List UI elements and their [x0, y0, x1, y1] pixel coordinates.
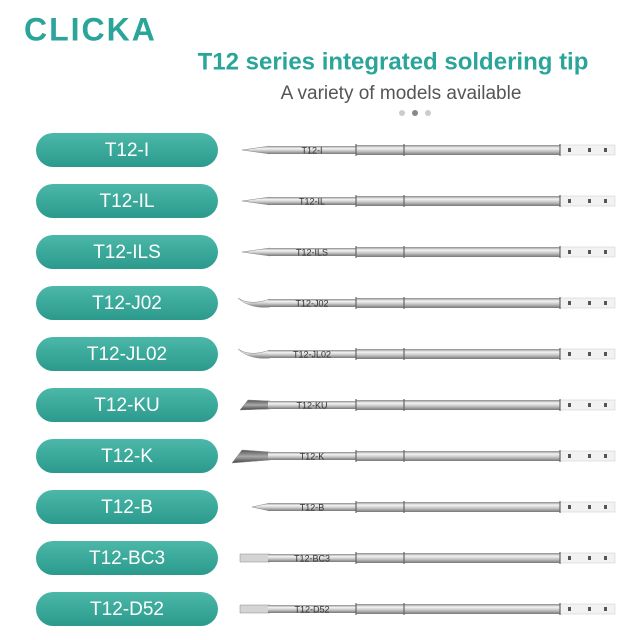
tip-point: [237, 297, 271, 308]
tip-contact: [588, 607, 591, 611]
model-pill: [36, 388, 218, 422]
tip-contact: [568, 607, 571, 611]
model-pill: [36, 286, 218, 320]
tip-print: T12-BC3: [294, 553, 330, 563]
tip-shaft: [268, 554, 358, 562]
model-label: T12-JL02: [87, 344, 167, 365]
tip-contact: [588, 199, 591, 203]
tip-point: [237, 348, 271, 359]
tip-point: [239, 553, 271, 563]
tip-print: T12-K: [300, 451, 325, 461]
tip-print: T12-ILS: [296, 247, 328, 257]
tip-list: T12-I T12-I T12-IL T12-IL T12-ILS T12-ILS T12-…: [36, 133, 616, 626]
tip-contact: [568, 148, 571, 152]
tip-shaft: [268, 350, 358, 358]
tip-shaft: [268, 605, 358, 613]
tip-print: T12-B: [300, 502, 325, 512]
tip-contact: [588, 352, 591, 356]
tip-contact: [568, 199, 571, 203]
tip-body: [356, 196, 562, 206]
tip-body: [356, 451, 562, 461]
tip-contact: [604, 199, 607, 203]
model-pill: [36, 439, 218, 473]
model-pill: [36, 133, 218, 167]
tip-contact: [604, 301, 607, 305]
tip-body: [356, 400, 562, 410]
tip-body: [356, 298, 562, 308]
tip-point: [231, 449, 271, 464]
tip-shaft: [268, 248, 358, 256]
tip-contact: [588, 403, 591, 407]
model-label: T12-KU: [94, 395, 159, 416]
tip-contact: [588, 250, 591, 254]
model-label: T12-BC3: [89, 548, 165, 569]
tip-point: [241, 247, 271, 257]
tip-body: [356, 247, 562, 257]
tip-contact: [604, 250, 607, 254]
tip-point: [241, 196, 271, 206]
tip-contact: [568, 301, 571, 305]
title: T12 series integrated soldering tip: [198, 48, 589, 75]
tip-contact: [568, 556, 571, 560]
model-label: T12-IL: [100, 191, 155, 212]
tip-contact: [588, 148, 591, 152]
tip-shaft: [268, 503, 358, 511]
tip-body: [356, 502, 562, 512]
tip-point: [239, 399, 271, 411]
tip-body: [356, 553, 562, 563]
tip-contact: [588, 556, 591, 560]
tip-point: [239, 604, 271, 614]
tip-contact: [604, 352, 607, 356]
tip-shaft: [268, 299, 358, 307]
tip-contact: [604, 505, 607, 509]
tip-contact: [604, 607, 607, 611]
tip-contact: [604, 556, 607, 560]
tip-body: [356, 604, 562, 614]
model-label: T12-B: [101, 497, 153, 518]
model-pill: [36, 235, 218, 269]
tip-contact: [588, 505, 591, 509]
tip-print: T12-I: [301, 145, 322, 155]
tip-contact: [604, 454, 607, 458]
tip-contact: [604, 148, 607, 152]
page-dot: [399, 110, 405, 116]
page-dot: [425, 110, 431, 116]
model-pill: [36, 541, 218, 575]
tip-print: T12-KU: [296, 400, 327, 410]
model-pill: [36, 184, 218, 218]
brand-logo: CLICKA: [24, 11, 157, 47]
tip-contact: [568, 403, 571, 407]
tip-print: T12-JL02: [293, 349, 331, 359]
model-label: T12-K: [101, 446, 153, 467]
model-pill: [36, 592, 218, 626]
model-label: T12-J02: [92, 293, 162, 314]
page-dot: [412, 110, 418, 116]
model-label: T12-ILS: [93, 242, 161, 263]
tip-contact: [588, 454, 591, 458]
tip-point: [241, 145, 271, 155]
tip-shaft: [268, 401, 358, 409]
tip-print: T12-IL: [299, 196, 325, 206]
tip-contact: [568, 454, 571, 458]
tip-shaft: [268, 197, 358, 205]
model-pill: [36, 337, 218, 371]
tip-contact: [568, 250, 571, 254]
tip-point: [251, 502, 271, 512]
tip-print: T12-D52: [294, 604, 329, 614]
tip-contact: [568, 352, 571, 356]
tip-shaft: [268, 146, 358, 154]
model-label: T12-I: [105, 140, 149, 161]
model-label: T12-D52: [90, 599, 164, 620]
tip-contact: [568, 505, 571, 509]
subtitle: A variety of models available: [281, 83, 522, 104]
model-pill: [36, 490, 218, 524]
tip-contact: [604, 403, 607, 407]
tip-body: [356, 145, 562, 155]
tip-print: T12-J02: [295, 298, 328, 308]
tip-body: [356, 349, 562, 359]
tip-contact: [588, 301, 591, 305]
tip-shaft: [268, 452, 358, 460]
